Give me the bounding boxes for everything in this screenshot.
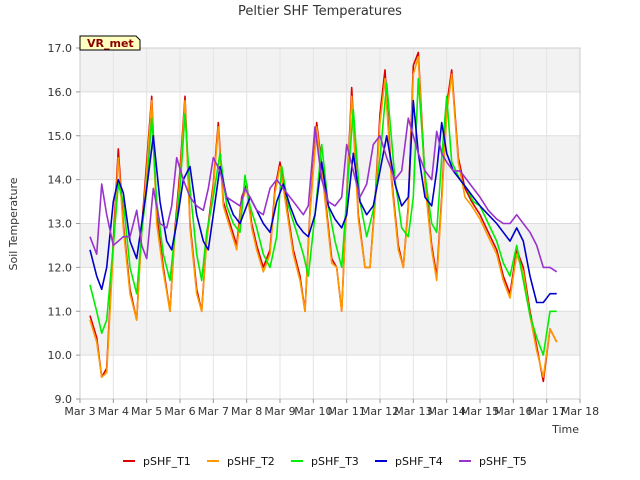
x-tick-label: Mar 13 [394,405,432,418]
legend: pSHF_T1 pSHF_T2 pSHF_T3 pSHF_T4 pSHF_T5 [123,455,527,468]
y-axis-ticks: 9.0 10.0 11.0 12.0 13.0 14.0 15.0 16.0 17.0 [48,42,80,406]
x-tick-label: Mar 7 [198,405,229,418]
x-tick-label: Mar 12 [361,405,399,418]
x-tick-label: Mar 11 [328,405,366,418]
y-tick-label: 12.0 [48,261,73,274]
x-tick-label: Mar 15 [461,405,499,418]
y-tick-label: 13.0 [48,218,73,231]
series-line-pSHF_T5 [89,117,558,273]
x-tick-label: Mar 3 [64,405,95,418]
x-tick-label: Mar 16 [494,405,532,418]
legend-label: pSHF_T3 [311,455,359,468]
series-line-pSHF_T2 [89,55,558,378]
x-tick-label: Mar 10 [294,405,332,418]
annotation-box: VR_met [79,35,141,51]
legend-label: pSHF_T5 [479,455,527,468]
legend-label: pSHF_T1 [143,455,191,468]
chart-title: Peltier SHF Temperatures [238,4,402,19]
y-tick-label: 9.0 [55,393,73,406]
legend-label: pSHF_T2 [227,455,275,468]
x-axis-label: Time [551,423,579,436]
annotation-text: VR_met [87,37,134,50]
y-tick-label: 14.0 [48,174,73,187]
background-band [80,48,580,92]
y-tick-label: 17.0 [48,42,73,55]
y-tick-label: 10.0 [48,349,73,362]
annotation-shape [79,35,141,51]
x-tick-label: Mar 5 [131,405,162,418]
series-line-pSHF_T3 [89,77,557,356]
x-tick-label: Mar 17 [528,405,566,418]
x-tick-label: Mar 14 [428,405,466,418]
legend-label: pSHF_T4 [395,455,443,468]
series-line-pSHF_T4 [89,99,557,304]
background-band [80,311,580,356]
x-tick-label: Mar 9 [264,405,295,418]
y-axis-label: Soil Temperature [7,177,20,270]
x-tick-label: Mar 18 [561,405,599,418]
y-tick-label: 11.0 [48,305,73,318]
background-band [80,135,580,180]
x-tick-label: Mar 8 [231,405,262,418]
series-lines [89,51,558,383]
x-tick-label: Mar 6 [164,405,195,418]
y-tick-label: 16.0 [48,86,73,99]
x-tick-label: Mar 4 [98,405,129,418]
y-tick-label: 15.0 [48,130,73,143]
